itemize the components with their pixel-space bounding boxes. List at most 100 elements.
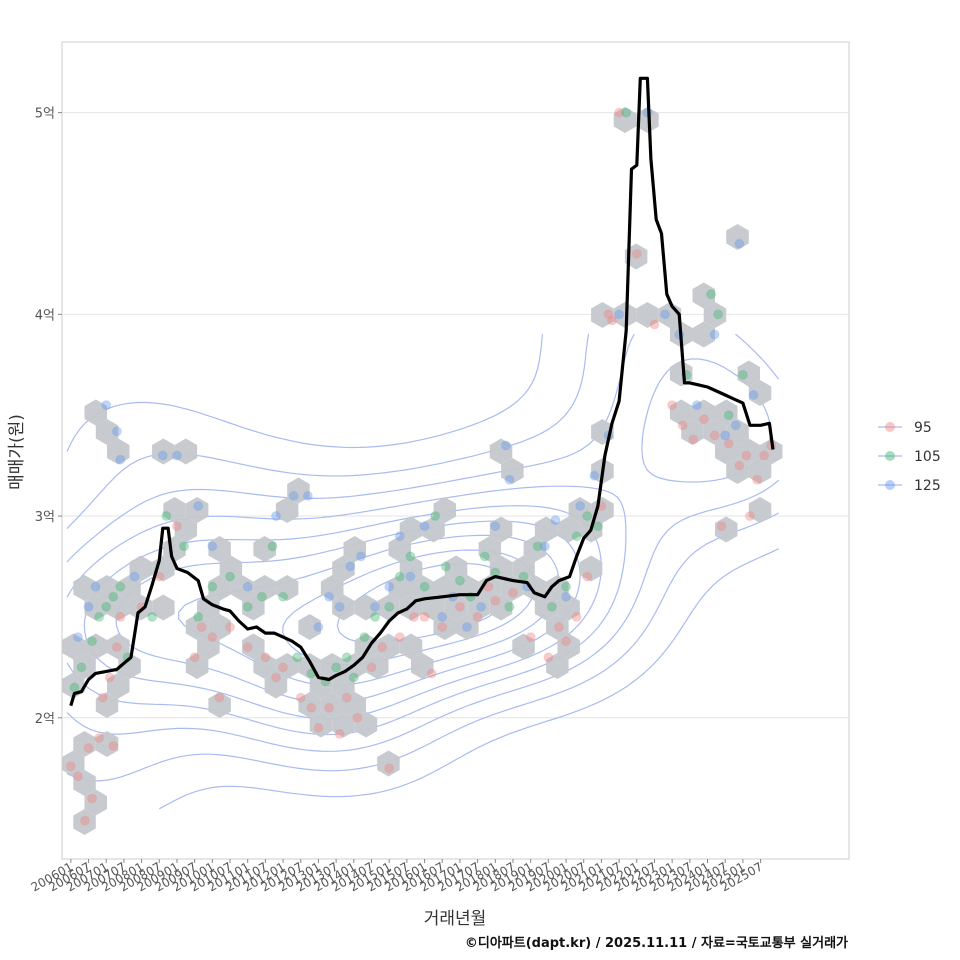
scatter-point-105 — [267, 541, 278, 552]
scatter-point-105 — [546, 601, 557, 612]
scatter-point-105 — [621, 107, 632, 118]
scatter-point-125 — [734, 238, 745, 249]
scatter-point-95 — [688, 434, 699, 445]
hexbin-cell — [73, 575, 96, 601]
hexbin-cell — [534, 594, 558, 621]
hexbin-cell — [298, 692, 321, 718]
hexbin-cell — [512, 555, 535, 582]
hexbin-cell — [107, 672, 130, 699]
scatter-point-95 — [698, 414, 709, 425]
hexbin-cell — [546, 575, 569, 601]
hexbin-cell — [95, 692, 119, 718]
hexbin-cell — [715, 399, 738, 426]
hexbin-cell — [546, 614, 569, 640]
scatter-point-95 — [734, 460, 745, 471]
density-contour-line — [66, 333, 779, 810]
hexbin-cell — [62, 750, 85, 777]
hexbin-cell — [253, 575, 276, 601]
hexbin-cell — [444, 555, 468, 582]
scatter-point-105 — [348, 672, 359, 683]
hexbin-cell — [129, 555, 153, 582]
hexbin-cell — [185, 497, 209, 523]
scatter-point-95 — [334, 728, 345, 739]
hexbin-cell — [411, 575, 434, 601]
scatter-point-95 — [65, 761, 76, 772]
hexbin-cell — [73, 731, 96, 757]
scatter-point-95 — [426, 668, 437, 679]
scatter-point-125 — [370, 601, 381, 612]
scatter-point-125 — [589, 470, 600, 481]
scatter-point-125 — [101, 400, 112, 411]
scatter-point-125 — [111, 426, 122, 437]
hexbin-cell — [377, 633, 400, 660]
hexbin-cell — [107, 594, 130, 621]
hexbin-cell — [118, 653, 141, 679]
hexbin-cell — [275, 653, 299, 679]
hexbin-cell — [467, 594, 490, 621]
scatter-point-125 — [334, 601, 345, 612]
scatter-point-125 — [476, 601, 487, 612]
hexbin-cell — [557, 516, 580, 543]
scatter-point-95 — [225, 622, 236, 633]
y-tick-label: 2억 — [35, 712, 55, 727]
scatter-point-95 — [214, 692, 225, 703]
hexbin-cell — [320, 575, 344, 601]
x-axis-title: 거래년월 — [424, 909, 487, 929]
scatter-point-105 — [532, 541, 543, 552]
scatter-point-95 — [270, 672, 281, 683]
scatter-point-105 — [571, 531, 582, 542]
hexbin-cell — [715, 516, 738, 543]
hexbin-cell — [84, 399, 107, 426]
trend-line-layer — [69, 76, 775, 707]
scatter-point-95 — [352, 712, 363, 723]
hexbin-cell — [433, 497, 456, 523]
scatter-point-95 — [341, 692, 352, 703]
hexbin-cell — [613, 302, 637, 328]
y-tick-label: 5억 — [35, 107, 55, 122]
scatter-point-95 — [716, 521, 727, 532]
scatter-point-95 — [278, 662, 289, 673]
scatter-point-105 — [479, 551, 490, 562]
scatter-point-105 — [737, 369, 748, 380]
hexbin-cell — [95, 575, 119, 601]
scatter-point-105 — [331, 662, 342, 673]
scatter-point-95 — [104, 672, 115, 683]
hexbin-cell — [174, 516, 198, 543]
legend-key-95 — [885, 422, 895, 432]
scatter-point-105 — [359, 632, 370, 643]
hexbin-cell — [388, 575, 411, 601]
scatter-point-105 — [440, 561, 451, 572]
scatter-point-105 — [454, 575, 465, 586]
hexbin-cell — [264, 672, 288, 699]
scatter-point-125 — [614, 309, 625, 320]
hexbin-cell — [107, 438, 130, 465]
hexbin-cell — [185, 653, 209, 679]
scatter-point-95 — [723, 438, 734, 449]
hexbin-cell — [669, 399, 693, 426]
scatter-point-125 — [72, 632, 83, 643]
hexbin-cell — [703, 302, 727, 328]
hexbin-cell — [73, 809, 96, 835]
x-axis: 2006012006072007012007072008012008072009… — [29, 859, 765, 895]
scatter-point-105 — [101, 601, 112, 612]
hexbin-cell — [399, 555, 423, 582]
scatter-point-95 — [366, 662, 377, 673]
scatter-point-125 — [193, 500, 204, 511]
scatter-point-105 — [108, 591, 119, 602]
hexbin-cell — [208, 692, 231, 718]
scatter-point-105 — [405, 551, 416, 562]
hexbin-cell — [242, 633, 265, 660]
hexbin-cell — [253, 653, 276, 679]
hexbin-cell — [388, 536, 411, 562]
scatter-point-105 — [179, 541, 190, 552]
legend: 95 105 125 — [878, 420, 941, 494]
hexbin-cell — [489, 438, 513, 465]
scatter-point-105 — [193, 611, 204, 622]
scatter-point-95 — [189, 652, 200, 663]
hexbin-cell — [534, 516, 558, 543]
scatter-point-95 — [313, 722, 324, 733]
scatter-point-125 — [539, 541, 550, 552]
scatter-point-125 — [437, 611, 448, 622]
hexbin-cell — [489, 516, 513, 543]
